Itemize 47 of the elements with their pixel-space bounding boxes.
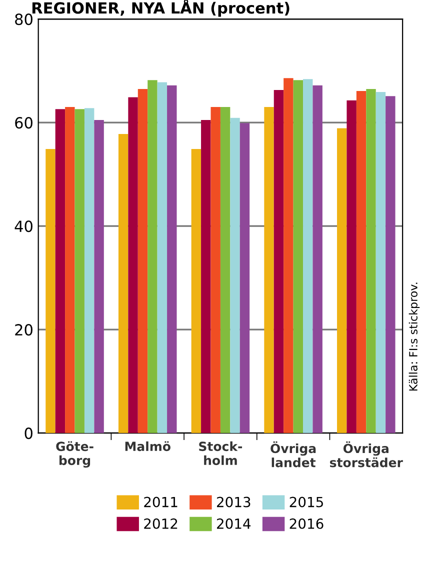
legend-label: 2011 xyxy=(144,496,178,508)
bar xyxy=(220,107,230,434)
bar xyxy=(303,79,313,434)
bar xyxy=(376,92,386,434)
legend-label: 2014 xyxy=(216,518,251,529)
bar xyxy=(55,109,66,434)
bar xyxy=(210,107,220,434)
bar xyxy=(157,82,168,434)
y-tick-label: 20 xyxy=(15,324,32,336)
bar xyxy=(337,128,347,434)
bar xyxy=(346,100,356,434)
y-tick-label: 60 xyxy=(15,117,32,129)
bar xyxy=(65,107,75,434)
bar xyxy=(386,96,396,434)
bar xyxy=(128,97,138,434)
bar xyxy=(240,123,250,434)
legend-label: 2012 xyxy=(144,518,178,529)
x-tick-label: Stock- holm xyxy=(199,441,242,466)
bar xyxy=(284,78,294,434)
bar xyxy=(312,85,322,434)
bar xyxy=(366,88,376,434)
bar xyxy=(46,148,56,434)
bar xyxy=(201,120,211,434)
bar xyxy=(230,118,240,434)
y-tick-label: 40 xyxy=(14,220,32,232)
bar xyxy=(138,88,148,434)
bar xyxy=(264,107,274,434)
bar xyxy=(274,90,284,434)
bar xyxy=(148,80,158,434)
y-tick-label: 0 xyxy=(24,428,32,440)
bar xyxy=(118,134,128,434)
y-tick-label: 80 xyxy=(15,14,32,26)
legend-label: 2015 xyxy=(290,496,323,508)
bar xyxy=(293,80,304,434)
x-tick-label: Övriga storstäder xyxy=(330,441,403,468)
bar xyxy=(74,109,84,434)
legend-label: 2016 xyxy=(290,518,324,529)
text: Källa: FI:s stickprov. xyxy=(408,282,420,391)
bar xyxy=(84,108,94,434)
legend-label: 2013 xyxy=(216,496,250,508)
bar xyxy=(167,85,177,434)
bar xyxy=(191,148,202,434)
bar xyxy=(356,91,366,434)
x-tick-label: Övriga landet xyxy=(270,441,316,468)
bar xyxy=(94,120,104,434)
x-tick-label: Göte- borg xyxy=(56,441,94,468)
x-tick-label: Malmö xyxy=(125,441,170,452)
